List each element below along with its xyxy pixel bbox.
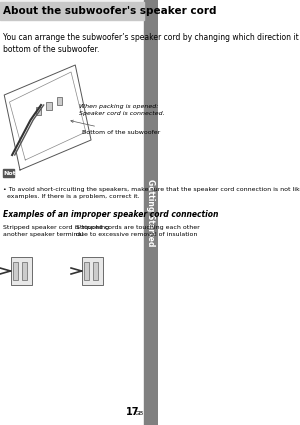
Text: 17: 17	[126, 407, 140, 417]
Text: • To avoid short-circuiting the speakers, make sure that the speaker cord connec: • To avoid short-circuiting the speakers…	[3, 187, 300, 198]
Bar	[13, 262, 18, 280]
Bar	[57, 97, 62, 105]
Text: Stripped speaker cord is touching
another speaker terminal: Stripped speaker cord is touching anothe…	[3, 225, 109, 237]
Bar	[22, 262, 27, 280]
Bar	[144, 0, 158, 425]
Bar	[82, 257, 103, 285]
Text: Getting Started: Getting Started	[146, 179, 155, 246]
Bar	[84, 262, 89, 280]
Text: Stripped cords are touching each other
due to excessive removal of insulation: Stripped cords are touching each other d…	[76, 225, 200, 237]
Text: Examples of an improper speaker cord connection: Examples of an improper speaker cord con…	[3, 210, 218, 219]
Bar	[36, 107, 41, 115]
Bar	[3, 169, 14, 177]
Text: GB: GB	[134, 411, 143, 416]
Bar	[11, 257, 32, 285]
Bar	[0, 2, 144, 20]
Text: When packing is opened:
Speaker cord is connected.: When packing is opened: Speaker cord is …	[79, 104, 165, 116]
Bar	[0, 0, 144, 13]
Text: Bottom of the subwoofer: Bottom of the subwoofer	[71, 120, 160, 134]
Text: Note: Note	[4, 170, 21, 176]
Text: You can arrange the subwoofer’s speaker cord by changing which direction it prot: You can arrange the subwoofer’s speaker …	[3, 33, 300, 54]
Bar	[93, 262, 98, 280]
Bar	[46, 102, 52, 110]
Text: About the subwoofer's speaker cord: About the subwoofer's speaker cord	[3, 6, 216, 16]
